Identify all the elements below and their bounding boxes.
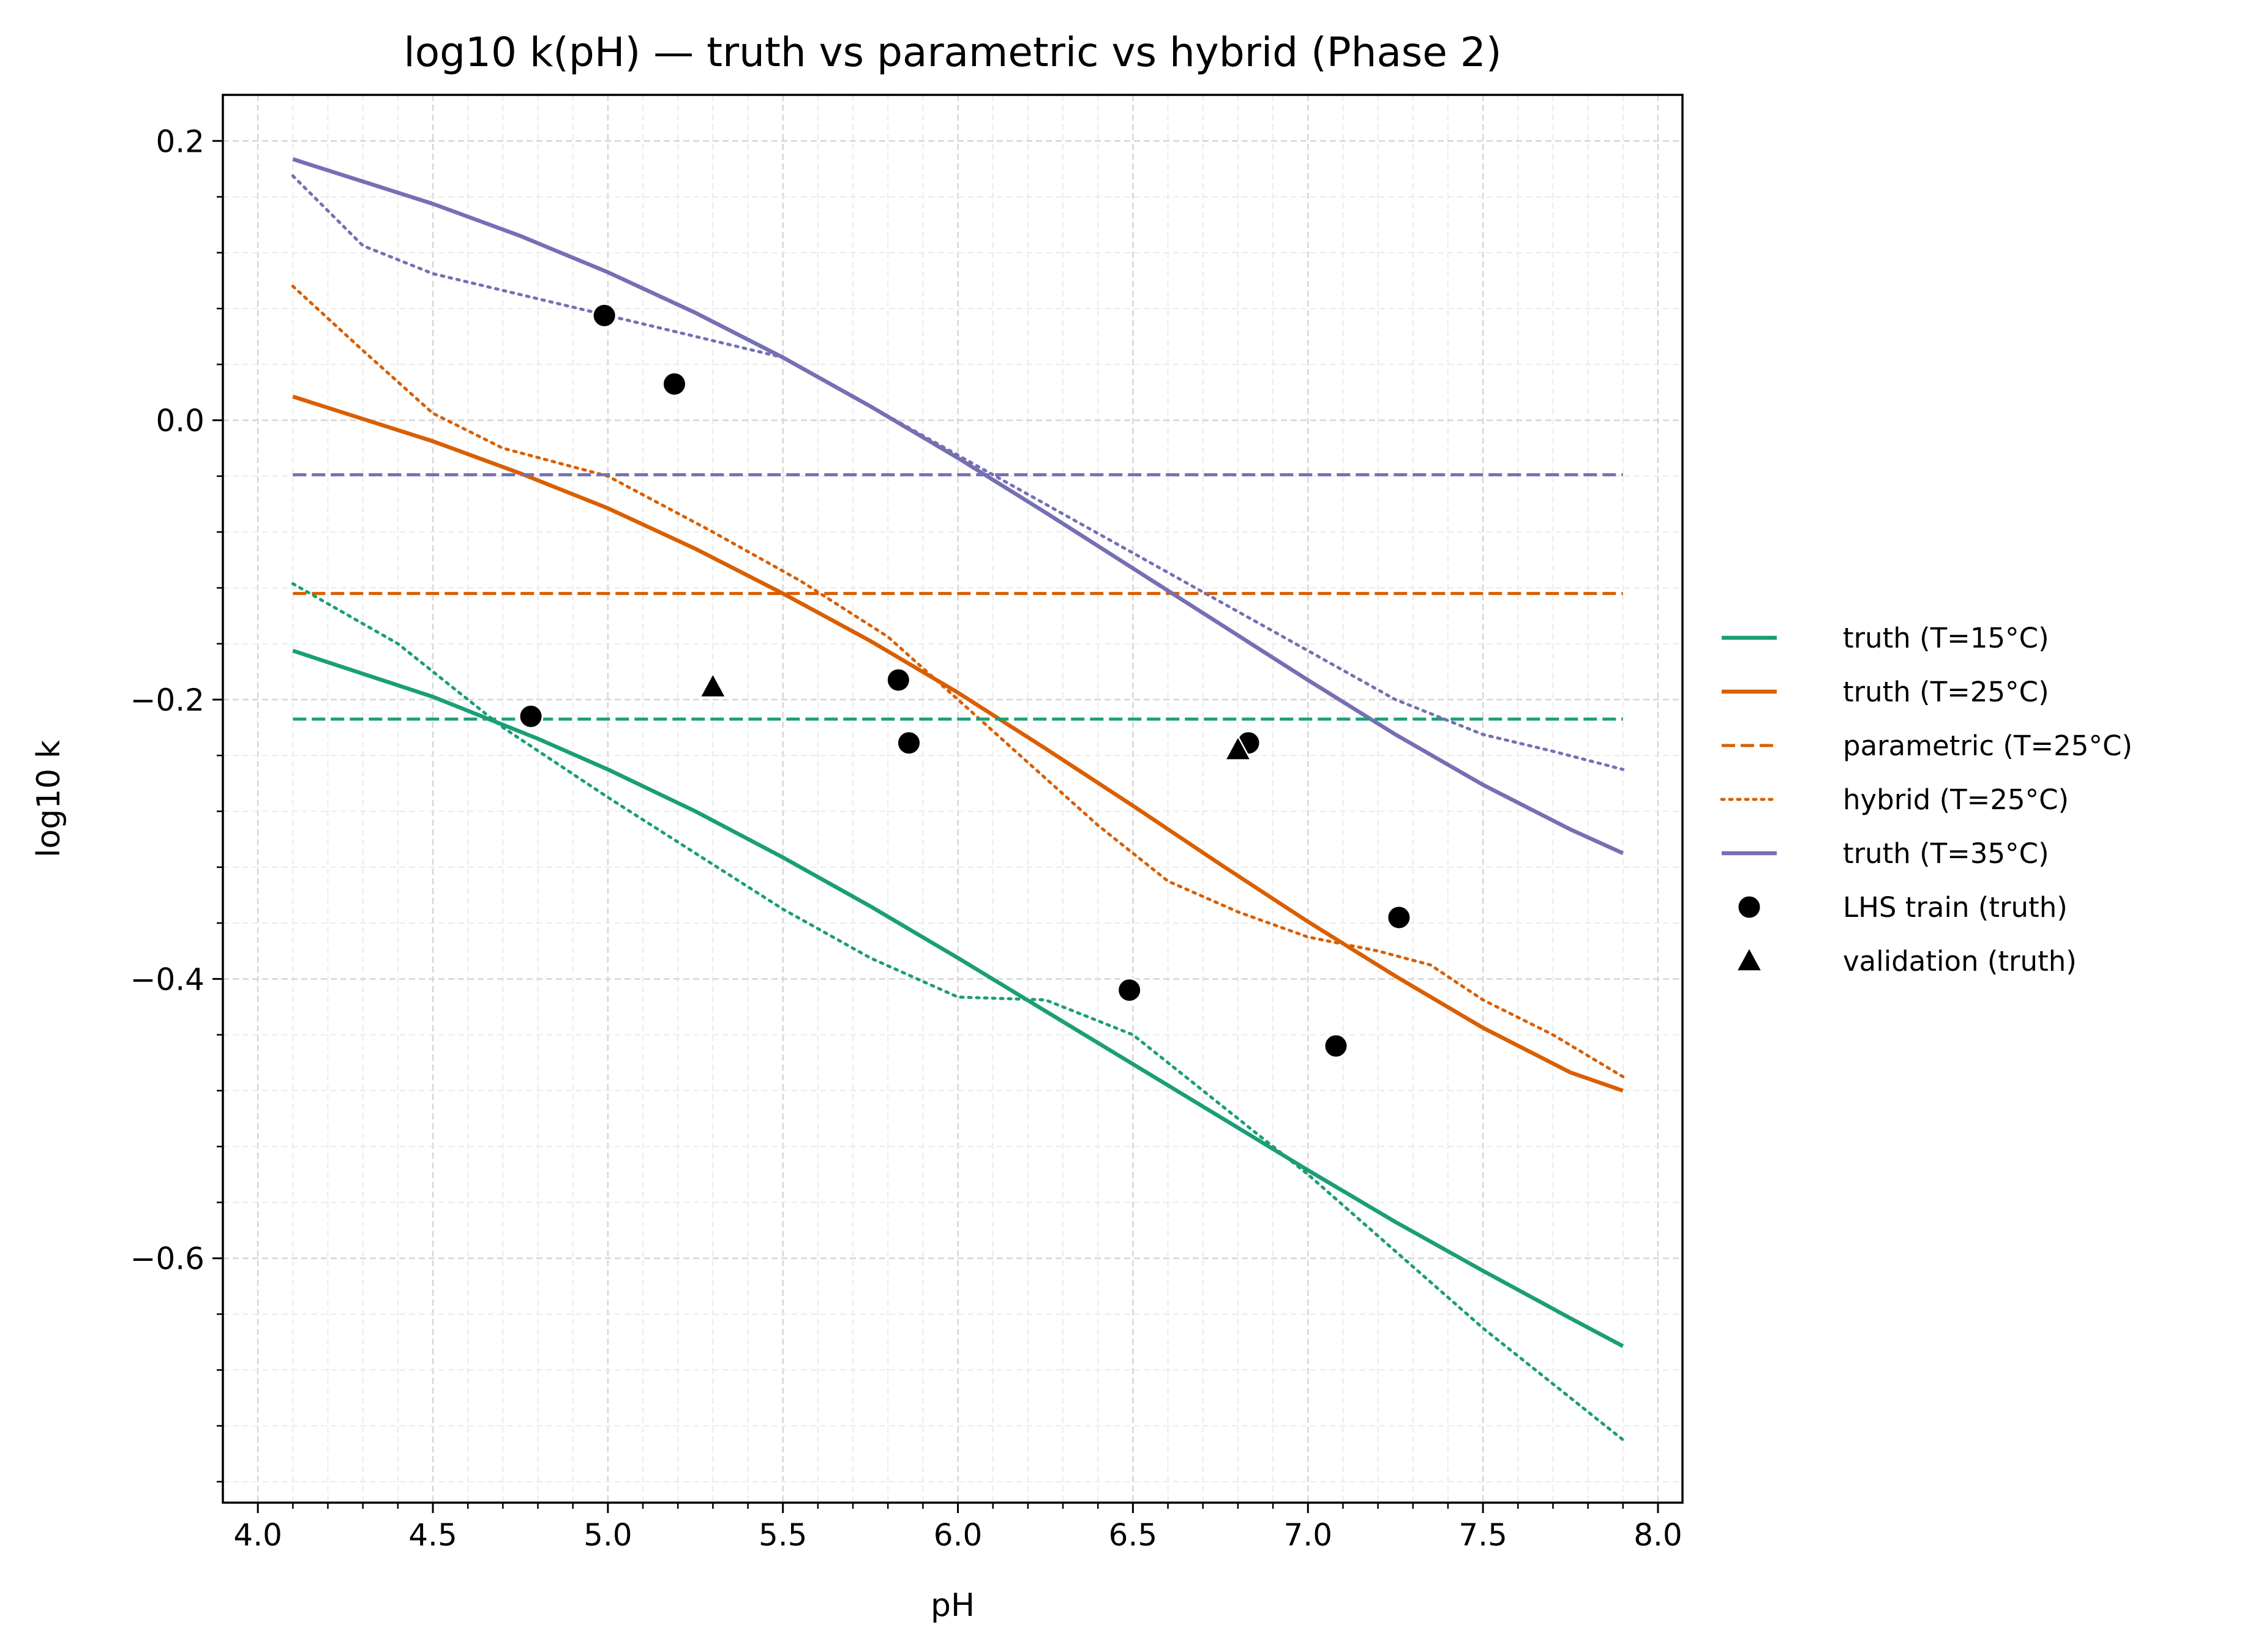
y-axis: 0.2 0.0 −0.2 −0.4 −0.6: [130, 124, 223, 1483]
train-point: [1386, 905, 1412, 930]
series-layer: [291, 157, 1625, 1441]
legend-label: truth (T=25°C): [1843, 676, 2049, 708]
legend-marker: [1736, 894, 1762, 920]
series-line-7: [291, 174, 1625, 771]
chart-title: log10 k(pH) — truth vs parametric vs hyb…: [403, 29, 1501, 76]
series-line-8: [291, 582, 1625, 1441]
train-point: [896, 730, 922, 756]
x-tick-label: 5.5: [759, 1517, 808, 1553]
train-point: [885, 667, 911, 693]
legend-marker: [1735, 946, 1764, 972]
train-point: [1323, 1033, 1349, 1059]
series-line-0: [292, 649, 1624, 1348]
train-point: [661, 371, 687, 397]
y-tick-label: 0.0: [156, 403, 204, 439]
y-tick-label: −0.6: [130, 1241, 204, 1277]
x-tick-label: 6.5: [1109, 1517, 1158, 1553]
train-point: [1117, 977, 1142, 1003]
legend-label: truth (T=35°C): [1843, 837, 2049, 870]
plot-area-frame: [222, 94, 1684, 1504]
train-point: [591, 303, 617, 329]
legend-label: validation (truth): [1843, 945, 2077, 977]
x-tick-label: 8.0: [1633, 1517, 1682, 1553]
series-line-3: [291, 285, 1625, 1078]
x-tick-label: 5.0: [583, 1517, 632, 1553]
x-tick-label: 6.0: [934, 1517, 983, 1553]
train-point: [518, 703, 544, 729]
x-tick-label: 7.5: [1458, 1517, 1507, 1553]
y-tick-label: 0.2: [156, 124, 204, 159]
x-axis-label: pH: [931, 1587, 975, 1624]
y-tick-label: −0.4: [130, 962, 204, 997]
validation-point: [699, 671, 727, 698]
x-tick-label: 4.5: [408, 1517, 457, 1553]
validation-point: [1223, 734, 1252, 761]
legend-label: hybrid (T=25°C): [1843, 783, 2069, 816]
y-axis-label: log10 k: [31, 740, 67, 858]
marker-layer: [518, 303, 1412, 1059]
x-axis: 4.0 4.5 5.0 5.5 6.0 6.5 7.0 7.5 8.0: [233, 1503, 1682, 1553]
legend-label: truth (T=15°C): [1843, 622, 2049, 654]
legend-label: LHS train (truth): [1843, 891, 2068, 924]
legend: truth (T=15°C) truth (T=25°C) parametric (…: [1720, 622, 2132, 977]
y-tick-label: −0.2: [130, 682, 204, 718]
x-tick-label: 4.0: [233, 1517, 282, 1553]
series-line-4: [292, 157, 1624, 855]
x-tick-label: 7.0: [1284, 1517, 1333, 1553]
legend-label: parametric (T=25°C): [1843, 730, 2132, 762]
